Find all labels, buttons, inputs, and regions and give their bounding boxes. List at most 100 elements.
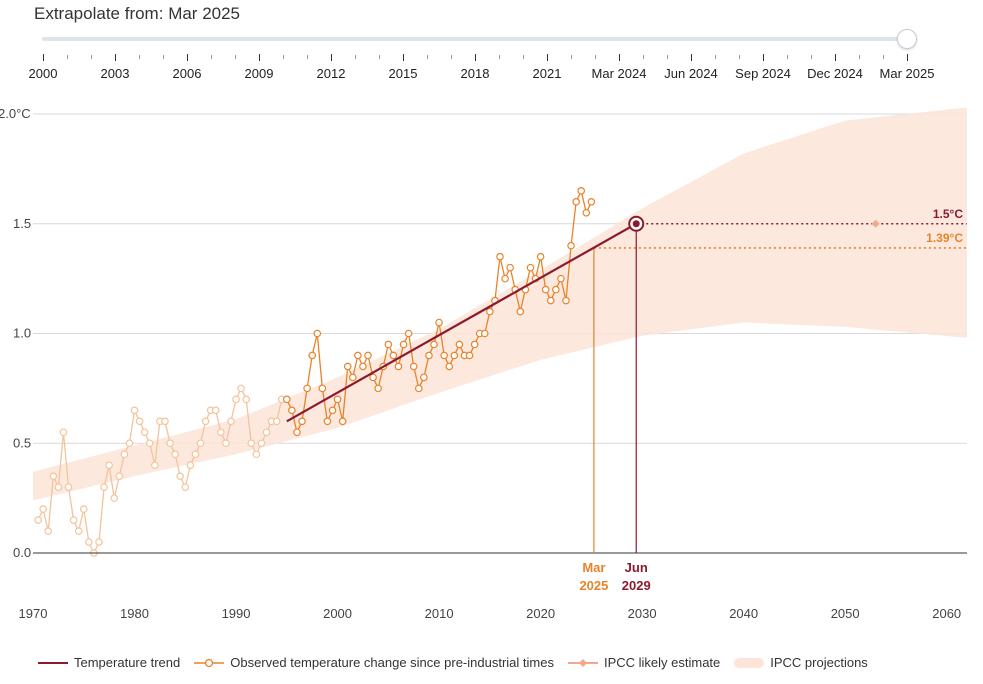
slider-tick-label: 2015 <box>388 66 418 81</box>
slider-minor-tick <box>354 55 356 59</box>
observed-segment <box>47 476 54 532</box>
observed-point <box>95 538 103 546</box>
observed-point <box>420 373 428 382</box>
time-slider-handle[interactable] <box>897 29 917 49</box>
observed-point <box>196 439 205 448</box>
observed-point <box>516 307 525 316</box>
observed-point <box>430 340 438 349</box>
slider-minor-tick <box>234 55 236 59</box>
observed-point <box>151 461 159 470</box>
observed-point <box>120 450 129 459</box>
slider-minor-tick <box>138 55 140 59</box>
observed-point <box>288 406 296 415</box>
observed-point <box>115 472 124 480</box>
ipcc-estimate-marker <box>871 219 880 228</box>
observed-segment <box>83 509 90 543</box>
observed-point <box>328 406 337 415</box>
observed-point <box>562 296 570 305</box>
observed-segment <box>108 465 115 499</box>
observed-point <box>74 527 83 535</box>
observed-point <box>414 384 423 393</box>
observed-point <box>44 527 53 535</box>
temperature-trend-line <box>286 222 637 423</box>
slider-tick-mark <box>402 54 404 61</box>
y-tick-label: 0.0 <box>13 545 31 560</box>
slider-tick-label: Sep 2024 <box>735 66 791 81</box>
observed-point <box>140 428 149 437</box>
temperature-chart: 0.0 0.5 1.0 1.5 2.0°C 1.39°C Mar 2025 1.5°C Jun 20… <box>0 106 967 621</box>
observed-point <box>404 329 413 338</box>
observed-point <box>480 329 489 338</box>
observed-segment <box>341 366 349 422</box>
x-tick-label: 1990 <box>222 606 251 621</box>
observed-point <box>79 505 88 513</box>
observed-point <box>186 461 195 470</box>
observed-point <box>135 417 144 426</box>
slider-tick-mark <box>186 54 188 61</box>
legend-item-ipcc-estimate[interactable]: IPCC likely estimate <box>567 655 721 670</box>
time-slider-track[interactable] <box>42 37 908 41</box>
slider-tick-mark <box>834 54 836 61</box>
observed-point <box>222 439 230 448</box>
observed-point <box>313 329 322 338</box>
slider-minor-tick <box>306 55 308 59</box>
slider-minor-tick <box>858 55 860 59</box>
observed-point <box>526 263 535 272</box>
observed-point <box>394 362 403 371</box>
observed-point <box>470 340 479 349</box>
legend-item-trend[interactable]: Temperature trend <box>38 655 180 670</box>
observed-point <box>369 373 377 382</box>
trend-endpoint-dot <box>632 220 640 228</box>
observed-segment <box>494 256 501 301</box>
observed-point <box>435 318 443 327</box>
observed-point <box>348 373 357 382</box>
legend-ipcc-projections-swatch <box>734 657 765 668</box>
slider-tick-label: 2006 <box>172 66 202 81</box>
slider-tick-mark <box>114 54 116 61</box>
observed-point <box>232 395 240 404</box>
slider-minor-tick <box>594 55 596 59</box>
extrapolate-label: Extrapolate from: <box>34 4 164 23</box>
observed-point <box>257 439 266 448</box>
observed-segment <box>316 333 323 389</box>
observed-point <box>181 483 190 491</box>
observed-point <box>399 340 408 349</box>
slider-tick-label: 2003 <box>100 66 130 81</box>
observed-point <box>440 351 448 360</box>
annotation-value-label: 1.5°C <box>933 207 963 221</box>
ipcc-projection-band <box>33 107 967 501</box>
observed-point <box>39 505 47 513</box>
observed-point <box>374 384 382 393</box>
slider-minor-tick <box>810 55 812 59</box>
observed-point <box>587 198 596 206</box>
observed-point <box>161 417 169 426</box>
annotation-year-label: 2029 <box>622 578 651 593</box>
slider-tick-mark <box>330 54 332 61</box>
legend-item-ipcc-projections[interactable]: IPCC projections <box>734 655 868 670</box>
slider-minor-tick <box>378 55 380 59</box>
observed-point <box>227 417 235 426</box>
observed-point <box>298 417 306 426</box>
legend-ipcc-estimate-label: IPCC likely estimate <box>603 655 721 670</box>
observed-point <box>572 198 580 206</box>
observed-point <box>130 406 139 415</box>
observed-point <box>455 340 464 349</box>
observed-point <box>283 395 291 404</box>
observed-segment <box>98 487 105 543</box>
observed-point <box>125 439 134 448</box>
observed-point <box>247 439 256 448</box>
slider-tick-label: 2012 <box>316 66 346 81</box>
observed-point <box>272 417 281 426</box>
observed-point <box>557 274 565 283</box>
observed-point <box>201 417 210 426</box>
observed-point <box>242 395 250 404</box>
observed-point <box>166 439 174 448</box>
observed-point <box>333 395 342 404</box>
legend-trend-label: Temperature trend <box>74 655 181 670</box>
legend-item-observed[interactable]: Observed temperature change since pre-in… <box>194 655 554 670</box>
observed-point <box>506 263 514 272</box>
slider-minor-tick <box>162 55 164 59</box>
slider-minor-tick <box>786 55 788 59</box>
observed-point <box>354 351 362 360</box>
x-tick-label: 2020 <box>526 606 555 621</box>
